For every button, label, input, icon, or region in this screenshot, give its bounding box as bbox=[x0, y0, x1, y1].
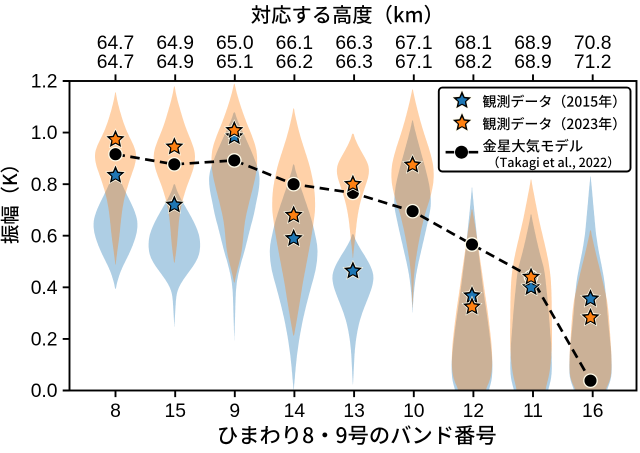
svg-text:71.2: 71.2 bbox=[574, 52, 612, 73]
svg-text:11: 11 bbox=[523, 401, 543, 422]
svg-text:0.4: 0.4 bbox=[31, 278, 58, 299]
svg-text:14: 14 bbox=[284, 401, 306, 422]
svg-text:13: 13 bbox=[343, 401, 364, 422]
svg-text:12: 12 bbox=[463, 401, 484, 422]
svg-text:10: 10 bbox=[403, 401, 424, 422]
svg-text:16: 16 bbox=[582, 401, 603, 422]
svg-text:0.6: 0.6 bbox=[31, 226, 58, 247]
svg-text:68.9: 68.9 bbox=[514, 52, 552, 73]
svg-text:9: 9 bbox=[229, 401, 240, 422]
svg-text:0.8: 0.8 bbox=[31, 175, 58, 196]
svg-text:64.7: 64.7 bbox=[97, 52, 135, 73]
svg-text:67.1: 67.1 bbox=[395, 33, 433, 54]
svg-text:68.1: 68.1 bbox=[455, 33, 493, 54]
svg-text:66.3: 66.3 bbox=[335, 33, 373, 54]
svg-text:64.7: 64.7 bbox=[97, 33, 135, 54]
svg-text:1.0: 1.0 bbox=[31, 123, 58, 144]
svg-text:64.9: 64.9 bbox=[156, 33, 194, 54]
svg-text:8: 8 bbox=[110, 401, 121, 422]
svg-text:70.8: 70.8 bbox=[574, 33, 612, 54]
svg-text:68.2: 68.2 bbox=[455, 52, 493, 73]
svg-text:66.3: 66.3 bbox=[335, 52, 373, 73]
svg-text:65.0: 65.0 bbox=[216, 33, 254, 54]
svg-text:15: 15 bbox=[164, 401, 185, 422]
svg-text:1.2: 1.2 bbox=[31, 72, 58, 93]
svg-text:0.0: 0.0 bbox=[31, 381, 58, 402]
svg-text:66.1: 66.1 bbox=[276, 33, 314, 54]
svg-text:64.9: 64.9 bbox=[156, 52, 194, 73]
svg-text:67.1: 67.1 bbox=[395, 52, 433, 73]
svg-text:66.2: 66.2 bbox=[276, 52, 314, 73]
svg-text:0.2: 0.2 bbox=[31, 330, 58, 351]
svg-text:65.1: 65.1 bbox=[216, 52, 254, 73]
svg-text:68.9: 68.9 bbox=[514, 33, 552, 54]
